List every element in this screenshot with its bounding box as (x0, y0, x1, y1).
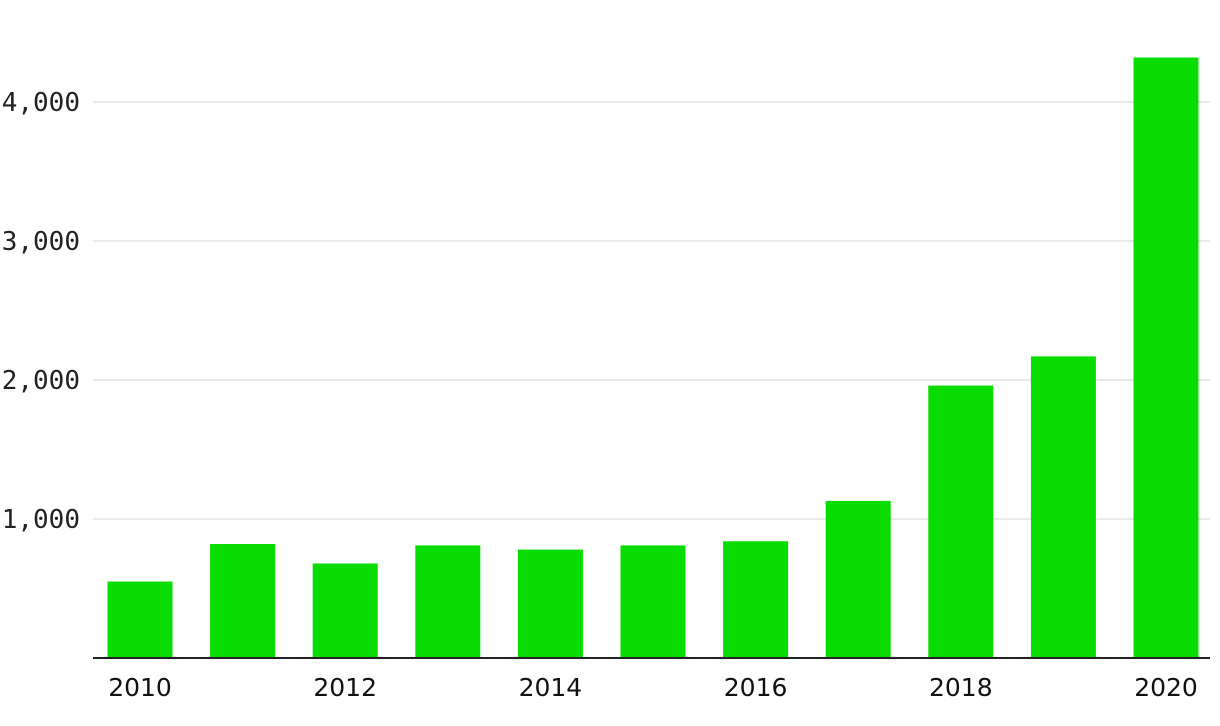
x-tick-label: 2016 (724, 673, 788, 702)
y-tick-label: 3,000 (2, 227, 80, 257)
bar-2013 (415, 545, 481, 658)
bar-2018 (928, 385, 994, 658)
x-tick-label: 2010 (108, 673, 172, 702)
bar-2016 (723, 541, 789, 658)
bar-2011 (210, 544, 276, 658)
bar-2010 (107, 581, 173, 658)
y-tick-label: 2,000 (2, 366, 80, 396)
x-tick-label: 2018 (929, 673, 993, 702)
x-tick-label: 2014 (519, 673, 583, 702)
x-axis-ticks: 2010 2012 2014 2016 2018 2020 (108, 673, 1198, 702)
bar-2020 (1133, 57, 1199, 658)
bars (107, 57, 1199, 658)
bar-2012 (312, 563, 378, 658)
x-tick-label: 2020 (1134, 673, 1198, 702)
y-axis-ticks: 1,000 2,000 3,000 4,000 (2, 88, 80, 535)
bar-2019 (1030, 356, 1096, 658)
bar-2017 (825, 500, 891, 658)
bar-2015 (620, 545, 686, 658)
bar-2014 (517, 549, 583, 658)
y-tick-label: 1,000 (2, 505, 80, 535)
y-tick-label: 4,000 (2, 88, 80, 118)
x-tick-label: 2012 (313, 673, 377, 702)
gridlines (93, 101, 1210, 520)
